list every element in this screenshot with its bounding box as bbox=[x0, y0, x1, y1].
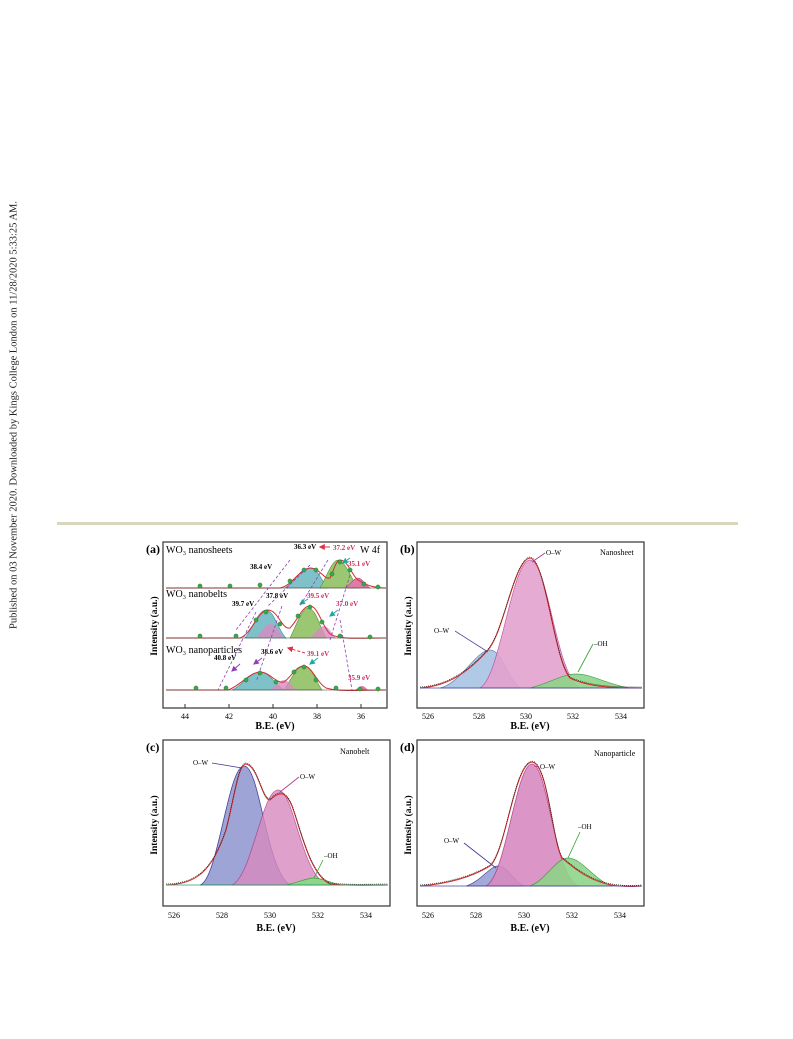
panel-a-element: W 4f bbox=[360, 545, 381, 556]
trace-nanobelts-label: WO₃ nanobelts bbox=[166, 589, 227, 600]
peak-label: –OH bbox=[323, 852, 338, 860]
trace-nanosheets: WO₃ nanosheets 38.4 eV 36.3 eV 37.2 eV 3… bbox=[166, 543, 387, 589]
peak-label: 37.2 eV bbox=[333, 544, 355, 552]
peak-label: O–W bbox=[434, 627, 450, 635]
panel-c-xticks: 526 528 530 532 534 bbox=[168, 911, 372, 920]
peak-label: 37.0 eV bbox=[336, 600, 358, 608]
panel-a-letter: (a) bbox=[146, 542, 160, 556]
panel-b-xtick: 534 bbox=[615, 712, 627, 721]
panel-a-xtick: 44 bbox=[181, 712, 189, 721]
panel-b-xlabel: B.E. (eV) bbox=[510, 721, 549, 732]
peak-label: 39.7 eV bbox=[232, 600, 254, 608]
panel-c-title: Nanobelt bbox=[340, 747, 370, 756]
peak-label: 35.1 eV bbox=[348, 560, 370, 568]
peak-label: 35.9 eV bbox=[348, 674, 370, 682]
horizontal-rule bbox=[57, 522, 738, 525]
trace-nanobelts: WO₃ nanobelts 39.7 eV 37.8 eV 39.5 eV 37… bbox=[166, 589, 387, 639]
peak-label: O–W bbox=[300, 773, 316, 781]
panel-b-ylabel: Intensity (a.u.) bbox=[403, 596, 414, 655]
panel-a-xtick: 38 bbox=[313, 712, 321, 721]
panel-c: (c) Nanobelt Intensity (a.u.) B.E. (eV) … bbox=[146, 739, 391, 934]
peak-label: O–W bbox=[540, 763, 556, 771]
peak-label: 37.8 eV bbox=[266, 592, 288, 600]
peak-label: 39.5 eV bbox=[307, 592, 329, 600]
panel-d-title: Nanoparticle bbox=[594, 749, 636, 758]
panel-d-xlabel: B.E. (eV) bbox=[510, 923, 549, 934]
panel-b: (b) Nanosheet Intensity (a.u.) B.E. (eV)… bbox=[400, 541, 645, 732]
panel-c-xtick: 526 bbox=[168, 911, 180, 920]
panel-a-guides bbox=[217, 559, 353, 691]
peak-label: O–W bbox=[546, 549, 562, 557]
peak-label: O–W bbox=[193, 759, 209, 767]
panel-b-frame bbox=[416, 541, 645, 709]
panel-c-xtick: 534 bbox=[360, 911, 372, 920]
peak-label: 38.6 eV bbox=[261, 648, 283, 656]
panel-d-xtick: 528 bbox=[470, 911, 482, 920]
panel-b-xtick: 528 bbox=[473, 712, 485, 721]
panel-c-xtick: 528 bbox=[216, 911, 228, 920]
panel-a-xticks: 44 42 40 38 36 bbox=[181, 704, 365, 721]
panel-b-xticks: 526 528 530 532 534 bbox=[422, 712, 627, 721]
panel-d-letter: (d) bbox=[400, 740, 415, 754]
panel-c-letter: (c) bbox=[146, 740, 159, 754]
peak-label: –OH bbox=[577, 823, 592, 831]
panel-a-xtick: 40 bbox=[269, 712, 277, 721]
panel-d-xtick: 526 bbox=[422, 911, 434, 920]
peak-label: –OH bbox=[593, 640, 608, 648]
panel-a: (a) W 4f Intensity (a.u.) B.E. (eV) 44 4… bbox=[146, 541, 388, 732]
panel-a-data-points bbox=[193, 559, 381, 692]
panel-c-frame bbox=[162, 739, 391, 907]
panel-b-xtick: 526 bbox=[422, 712, 434, 721]
panel-d-xticks: 526 528 530 532 534 bbox=[422, 911, 626, 920]
peak-label: 38.4 eV bbox=[250, 563, 272, 571]
panel-d-ylabel: Intensity (a.u.) bbox=[403, 795, 414, 854]
peak-label: 39.1 eV bbox=[307, 650, 329, 658]
panel-b-title: Nanosheet bbox=[600, 548, 635, 557]
panel-c-xlabel: B.E. (eV) bbox=[256, 923, 295, 934]
panel-d-xtick: 530 bbox=[518, 911, 530, 920]
panel-c-ylabel: Intensity (a.u.) bbox=[149, 795, 160, 854]
panel-d: (d) Nanoparticle Intensity (a.u.) B.E. (… bbox=[400, 739, 645, 934]
panel-d-xtick: 534 bbox=[614, 911, 626, 920]
trace-nanoparticles: WO₃ nanoparticles 40.8 eV 38.6 eV 39.1 e… bbox=[166, 645, 387, 691]
trace-nanoparticles-label: WO₃ nanoparticles bbox=[166, 645, 242, 656]
panel-a-ylabel: Intensity (a.u.) bbox=[149, 596, 160, 655]
peak-label: 36.3 eV bbox=[294, 543, 316, 551]
panel-a-xtick: 36 bbox=[357, 712, 365, 721]
peak-label: 40.8 eV bbox=[214, 654, 236, 662]
panel-d-frame bbox=[416, 739, 645, 907]
panel-b-xtick: 532 bbox=[567, 712, 579, 721]
panel-a-xlabel: B.E. (eV) bbox=[255, 721, 294, 732]
panel-c-xtick: 530 bbox=[264, 911, 276, 920]
panel-b-letter: (b) bbox=[400, 542, 415, 556]
peak-label: O–W bbox=[444, 837, 460, 845]
trace-nanosheets-label: WO₃ nanosheets bbox=[166, 545, 233, 556]
panel-c-xtick: 532 bbox=[312, 911, 324, 920]
panel-a-xtick: 42 bbox=[225, 712, 233, 721]
panel-a-frame bbox=[162, 541, 388, 709]
panel-d-xtick: 532 bbox=[566, 911, 578, 920]
panel-b-xtick: 530 bbox=[520, 712, 532, 721]
